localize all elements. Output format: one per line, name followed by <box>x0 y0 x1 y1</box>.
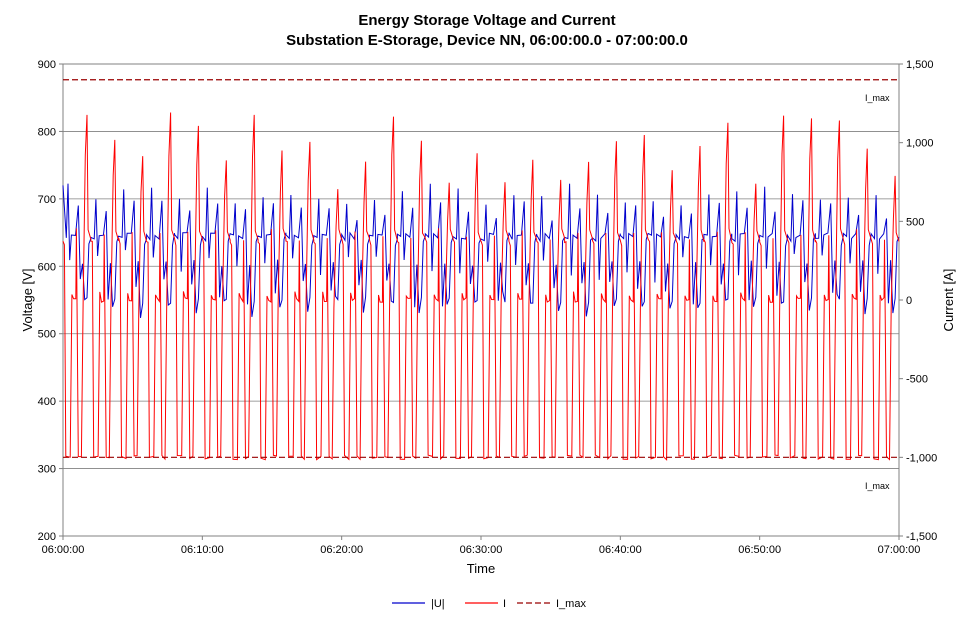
tick-label-x: 06:30:00 <box>460 544 503 556</box>
series-line-voltage <box>62 183 900 318</box>
tick-label-y-left: 900 <box>38 59 56 71</box>
y-left-ticks: 900 800 700 600 500 400 300 200 <box>38 59 63 543</box>
legend: |U| I I_max <box>392 598 586 610</box>
chart-title: Energy Storage Voltage and Current <box>358 12 615 29</box>
y-right-ticks: 1,500 1,000 500 0 -500 -1,000 -1,500 <box>899 59 937 543</box>
tick-label-x: 06:50:00 <box>738 544 781 556</box>
tick-label-y-right: -500 <box>906 374 928 386</box>
tick-label-x: 06:40:00 <box>599 544 642 556</box>
x-axis-label: Time <box>467 561 495 576</box>
tick-label-y-right: 0 <box>906 295 912 307</box>
legend-label-imax: I_max <box>556 598 586 610</box>
tick-label-y-left: 800 <box>38 126 56 138</box>
series-group <box>62 79 900 461</box>
tick-label-y-right: 500 <box>906 216 924 228</box>
tick-label-y-right: -1,500 <box>906 531 937 543</box>
y-left-axis-label: Voltage [V] <box>20 269 35 332</box>
tick-label-y-left: 300 <box>38 464 56 476</box>
tick-label-y-left: 500 <box>38 329 56 341</box>
tick-label-y-left: 700 <box>38 194 56 206</box>
chart-subtitle: Substation E-Storage, Device NN, 06:00:0… <box>286 32 688 49</box>
tick-label-y-left: 600 <box>38 261 56 273</box>
gridlines <box>63 131 899 469</box>
tick-label-y-right: -1,000 <box>906 452 937 464</box>
legend-label-voltage: |U| <box>431 598 445 610</box>
imax-lower-label: I_max <box>865 481 890 491</box>
legend-label-current: I <box>503 598 506 610</box>
imax-upper-label: I_max <box>865 93 890 103</box>
tick-label-x: 06:20:00 <box>320 544 363 556</box>
tick-label-x: 06:00:00 <box>42 544 85 556</box>
x-ticks: 06:00:00 06:10:00 06:20:00 06:30:00 06:40:00… <box>42 536 921 556</box>
tick-label-y-left: 400 <box>38 396 56 408</box>
tick-label-x: 06:10:00 <box>181 544 224 556</box>
tick-label-y-right: 1,500 <box>906 59 934 71</box>
tick-label-y-left: 200 <box>38 531 56 543</box>
tick-label-y-right: 1,000 <box>906 138 934 150</box>
y-right-axis-label: Current [A] <box>941 269 956 332</box>
tick-label-x: 07:00:00 <box>878 544 921 556</box>
series-line-current <box>62 112 900 461</box>
